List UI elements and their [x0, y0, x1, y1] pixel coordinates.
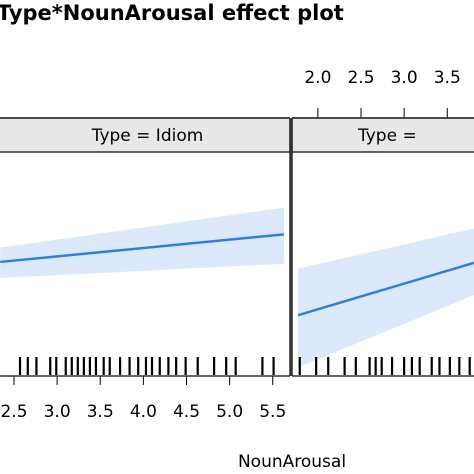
chart-title: Type*NounArousal effect plot — [0, 1, 344, 25]
x-tick-label: 2.0 — [304, 68, 331, 88]
x-tick-label: 5.0 — [216, 402, 243, 422]
x-tick-label: 2.5 — [347, 68, 374, 88]
strip-label: Type = — [357, 126, 417, 146]
fit-line — [0, 233, 285, 264]
x-tick-label: 3.0 — [44, 402, 71, 422]
x-tick-label: 4.0 — [130, 402, 157, 422]
x-tick-label: 2.5 — [0, 402, 27, 422]
x-tick-label: 3.0 — [391, 68, 418, 88]
confidence-band — [298, 228, 474, 368]
panel: Type =2.02.53.03.54.04.55.05.5 — [292, 68, 474, 377]
x-tick-label: 5.5 — [259, 402, 286, 422]
confidence-band — [0, 207, 284, 278]
x-tick-label: 4.5 — [173, 402, 200, 422]
panel-border — [0, 117, 290, 377]
x-axis-label: NounArousal — [238, 452, 346, 472]
panel-border — [292, 117, 474, 377]
x-tick-label: 3.5 — [434, 68, 461, 88]
x-tick-label: 3.5 — [87, 402, 114, 422]
strip-label: Type = Idiom — [91, 126, 204, 146]
fit-line — [297, 261, 474, 317]
